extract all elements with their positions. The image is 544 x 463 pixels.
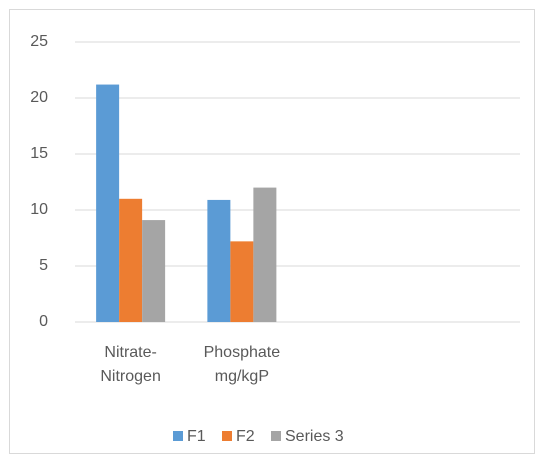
bar bbox=[253, 187, 277, 322]
bar bbox=[207, 199, 231, 322]
bar bbox=[142, 220, 166, 322]
x-tick-label: Nitrate- Nitrogen bbox=[100, 344, 161, 385]
x-tick-label: Phosphate mg/kgP bbox=[203, 344, 281, 385]
legend-label: F1 bbox=[187, 428, 206, 445]
y-tick-label: 25 bbox=[30, 33, 48, 50]
bar bbox=[119, 198, 143, 322]
legend-swatch bbox=[222, 431, 232, 441]
bar bbox=[230, 241, 254, 322]
y-tick-label: 10 bbox=[30, 201, 48, 218]
y-tick-label: 5 bbox=[39, 257, 48, 274]
legend-label: F2 bbox=[236, 428, 255, 445]
y-tick-label: 20 bbox=[30, 89, 48, 106]
legend-label: Series 3 bbox=[285, 428, 344, 445]
legend-swatch bbox=[173, 431, 183, 441]
y-tick-label: 15 bbox=[30, 145, 48, 162]
y-tick-label: 0 bbox=[39, 313, 48, 330]
bar bbox=[96, 84, 120, 322]
legend-swatch bbox=[271, 431, 281, 441]
